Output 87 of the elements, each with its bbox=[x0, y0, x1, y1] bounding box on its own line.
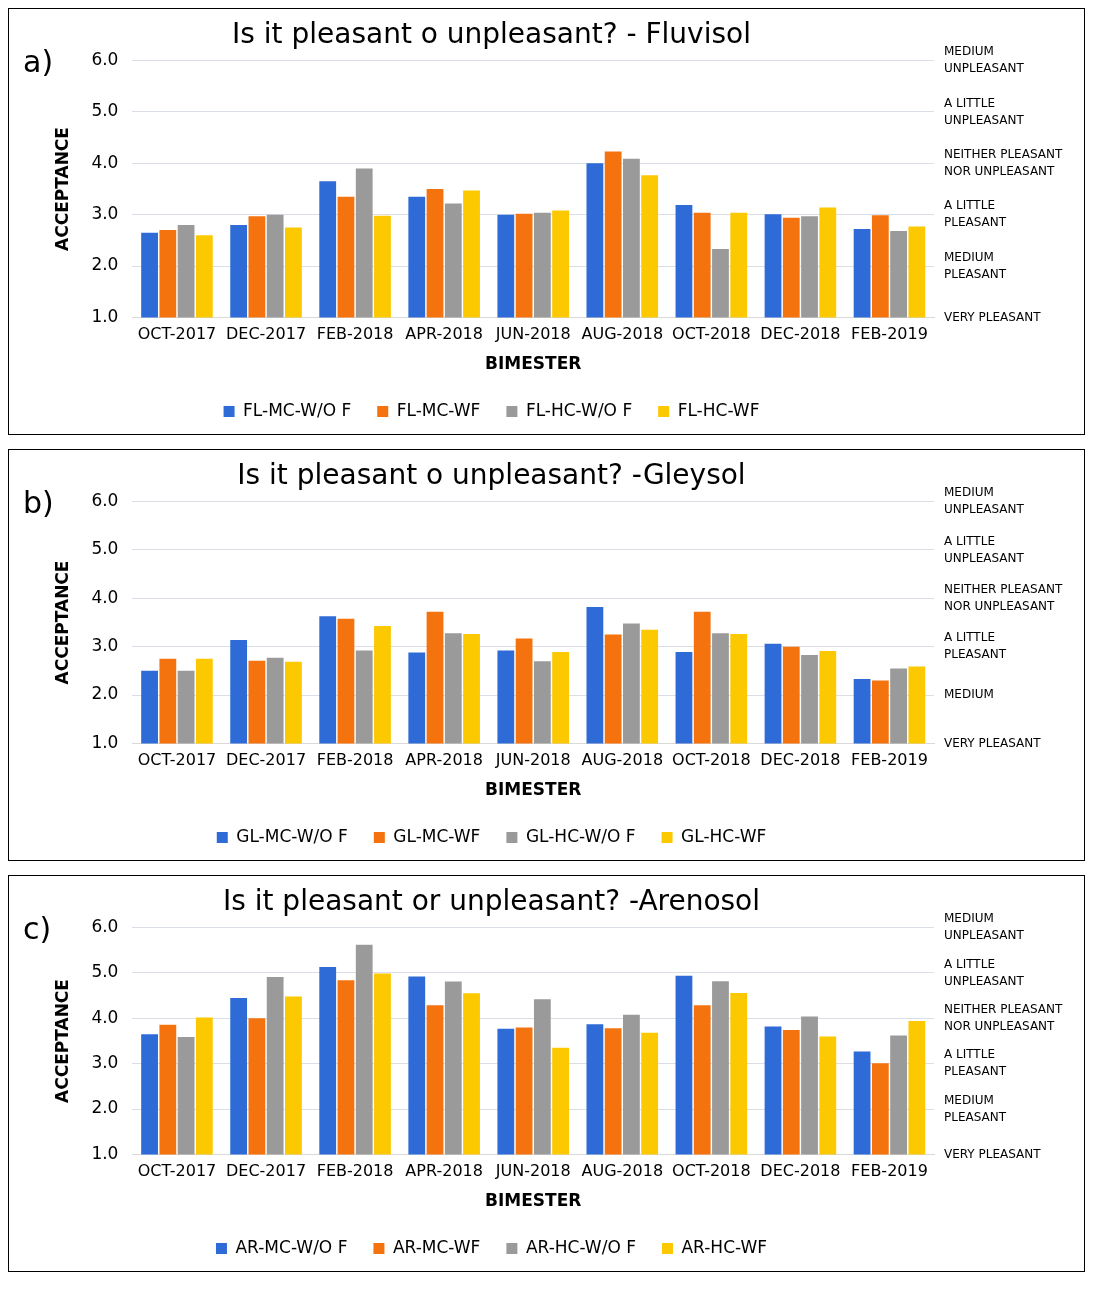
text: A LITTLE UNPLEASANT bbox=[944, 533, 1025, 565]
x-tick-label: APR-2018 bbox=[405, 1161, 483, 1181]
x-tick-label: DEC-2017 bbox=[225, 324, 307, 344]
x-axis-title: BIMESTER bbox=[485, 353, 582, 374]
legend-label: AR-MC-WF bbox=[392, 1236, 481, 1257]
text: MEDIUM PLEASANT bbox=[944, 249, 1007, 281]
y-axis-title: ACCEPTANCE bbox=[51, 560, 72, 685]
y-tick-label: 4.0 bbox=[91, 586, 119, 607]
text: NEITHER PLEASANT NOR UNPLEASANT bbox=[944, 1001, 1063, 1033]
y-tick-label: 5.0 bbox=[91, 538, 119, 559]
x-tick-label: DEC-2017 bbox=[225, 1161, 307, 1181]
x-tick-label: FEB-2018 bbox=[316, 750, 394, 770]
x-tick-label: FEB-2019 bbox=[851, 324, 928, 344]
x-tick-label: OCT-2018 bbox=[672, 324, 751, 344]
x-tick-label: OCT-2018 bbox=[672, 750, 751, 770]
y-tick-label: 1.0 bbox=[91, 731, 119, 752]
x-tick-label: DEC-2017 bbox=[225, 750, 307, 770]
text: MEDIUM UNPLEASANT bbox=[944, 44, 1025, 76]
text: A LITTLE UNPLEASANT bbox=[944, 956, 1025, 988]
x-tick-label: DEC-2018 bbox=[760, 1161, 841, 1181]
x-tick-label: OCT-2017 bbox=[137, 324, 217, 344]
text: MEDIUM PLEASANT bbox=[944, 1092, 1007, 1124]
x-tick-label: OCT-2018 bbox=[672, 1161, 751, 1181]
text: MEDIUM bbox=[944, 687, 994, 702]
x-tick-label: APR-2018 bbox=[405, 324, 483, 344]
x-tick-label: FEB-2018 bbox=[316, 324, 394, 344]
text: c) bbox=[23, 910, 52, 946]
legend-label: GL-MC-W/O F bbox=[236, 825, 348, 846]
y-tick-label: 2.0 bbox=[91, 1097, 119, 1118]
text: NEITHER PLEASANT NOR UNPLEASANT bbox=[944, 581, 1063, 613]
y-tick-label: 4.0 bbox=[91, 1006, 119, 1027]
y-tick-label: 5.0 bbox=[91, 100, 119, 121]
text: a) bbox=[23, 43, 54, 79]
text: A LITTLE UNPLEASANT bbox=[944, 95, 1025, 127]
x-tick-label: DEC-2018 bbox=[760, 324, 841, 344]
y-tick-label: 6.0 bbox=[91, 49, 119, 70]
x-tick-label: DEC-2018 bbox=[760, 750, 841, 770]
legend-label: AR-HC-WF bbox=[681, 1236, 768, 1257]
x-tick-label: OCT-2017 bbox=[137, 750, 217, 770]
legend-label: FL-MC-W/O F bbox=[243, 399, 352, 420]
text: MEDIUM UNPLEASANT bbox=[944, 911, 1025, 943]
y-tick-label: 5.0 bbox=[91, 961, 119, 982]
legend-label: AR-HC-W/O F bbox=[525, 1236, 636, 1257]
y-tick-label: 6.0 bbox=[91, 490, 119, 511]
text: NEITHER PLEASANT NOR UNPLEASANT bbox=[944, 146, 1063, 178]
x-axis-title: BIMESTER bbox=[485, 779, 582, 800]
x-tick-label: FEB-2019 bbox=[851, 1161, 928, 1181]
y-tick-label: 2.0 bbox=[91, 683, 119, 704]
legend-label: GL-MC-WF bbox=[393, 825, 481, 846]
chart-title: Is it pleasant o unpleasant? - Fluvisol bbox=[232, 17, 751, 51]
x-tick-label: FEB-2018 bbox=[316, 1161, 394, 1181]
legend-label: AR-MC-W/O F bbox=[235, 1236, 348, 1257]
x-tick-label: JUN-2018 bbox=[494, 1161, 571, 1181]
chart-title: Is it pleasant o unpleasant? -Gleysol bbox=[237, 458, 746, 492]
text: MEDIUM UNPLEASANT bbox=[944, 485, 1025, 517]
y-tick-label: 3.0 bbox=[91, 203, 119, 224]
legend-label: FL-MC-WF bbox=[396, 399, 481, 420]
y-tick-label: 1.0 bbox=[91, 1142, 119, 1163]
x-axis-title: BIMESTER bbox=[485, 1190, 582, 1211]
text: VERY PLEASANT bbox=[944, 1146, 1042, 1161]
text: A LITTLE PLEASANT bbox=[944, 630, 1007, 662]
y-tick-label: 4.0 bbox=[91, 151, 119, 172]
y-tick-label: 3.0 bbox=[91, 1052, 119, 1073]
legend-label: GL-HC-W/O F bbox=[525, 825, 636, 846]
x-tick-label: OCT-2017 bbox=[137, 1161, 217, 1181]
x-tick-label: APR-2018 bbox=[405, 750, 483, 770]
y-tick-label: 3.0 bbox=[91, 635, 119, 656]
y-axis-title: ACCEPTANCE bbox=[51, 127, 72, 251]
text: A LITTLE PLEASANT bbox=[944, 1047, 1007, 1079]
y-tick-label: 1.0 bbox=[91, 305, 119, 326]
x-tick-label: AUG-2018 bbox=[581, 750, 664, 770]
x-tick-label: AUG-2018 bbox=[581, 324, 664, 344]
legend-label: FL-HC-W/O F bbox=[525, 399, 633, 420]
x-tick-label: AUG-2018 bbox=[581, 1161, 664, 1181]
legend-label: GL-HC-WF bbox=[681, 825, 767, 846]
chart-title: Is it pleasant or unpleasant? -Arenosol bbox=[222, 884, 761, 918]
text: VERY PLEASANT bbox=[944, 309, 1042, 324]
x-tick-label: JUN-2018 bbox=[494, 324, 571, 344]
text: b) bbox=[23, 484, 54, 520]
legend-label: FL-HC-WF bbox=[677, 399, 760, 420]
y-tick-label: 6.0 bbox=[91, 916, 119, 937]
x-tick-label: JUN-2018 bbox=[494, 750, 571, 770]
x-tick-label: FEB-2019 bbox=[851, 750, 928, 770]
y-axis-title: ACCEPTANCE bbox=[51, 979, 72, 1103]
text: A LITTLE PLEASANT bbox=[944, 198, 1007, 230]
text: VERY PLEASANT bbox=[944, 735, 1042, 750]
y-tick-label: 2.0 bbox=[91, 254, 119, 275]
